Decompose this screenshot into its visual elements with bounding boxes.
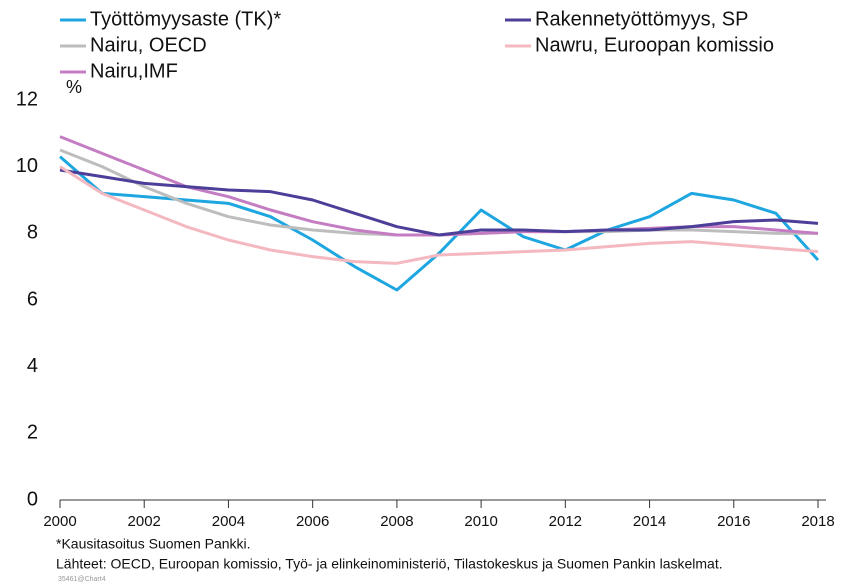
legend-label: Nawru, Euroopan komissio xyxy=(535,34,774,56)
legend-label: Nairu,IMF xyxy=(90,60,178,82)
x-tick-label: 2006 xyxy=(296,513,329,530)
chart-id: 35461@Chart4 xyxy=(58,576,106,583)
y-tick-label: 12 xyxy=(16,88,38,110)
x-tick-label: 2010 xyxy=(464,513,497,530)
legend-label: Nairu, OECD xyxy=(90,34,207,56)
legend-label: Rakennetyöttömyys, SP xyxy=(535,8,748,30)
y-tick-label: 6 xyxy=(27,288,38,310)
source: Lähteet: OECD, Euroopan komissio, Työ- j… xyxy=(56,556,723,572)
x-tick-label: 2018 xyxy=(801,513,834,530)
y-tick-label: 2 xyxy=(27,422,38,444)
footnote: *Kausitasoitus Suomen Pankki. xyxy=(56,536,251,552)
y-tick-label: 0 xyxy=(27,488,38,510)
x-tick-label: 2016 xyxy=(717,513,750,530)
legend-label: Työttömyysaste (TK)* xyxy=(90,8,281,30)
y-unit: % xyxy=(66,77,82,97)
x-tick-label: 2002 xyxy=(128,513,161,530)
x-tick-label: 2004 xyxy=(212,513,245,530)
x-tick-label: 2008 xyxy=(380,513,413,530)
x-tick-label: 2012 xyxy=(549,513,582,530)
y-tick-label: 4 xyxy=(27,355,38,377)
x-tick-label: 2000 xyxy=(43,513,76,530)
y-tick-label: 10 xyxy=(16,155,38,177)
series-line xyxy=(59,168,819,237)
series-line xyxy=(59,165,819,265)
series-line xyxy=(59,155,820,292)
x-tick-label: 2014 xyxy=(633,513,666,530)
y-tick-label: 8 xyxy=(27,222,38,244)
